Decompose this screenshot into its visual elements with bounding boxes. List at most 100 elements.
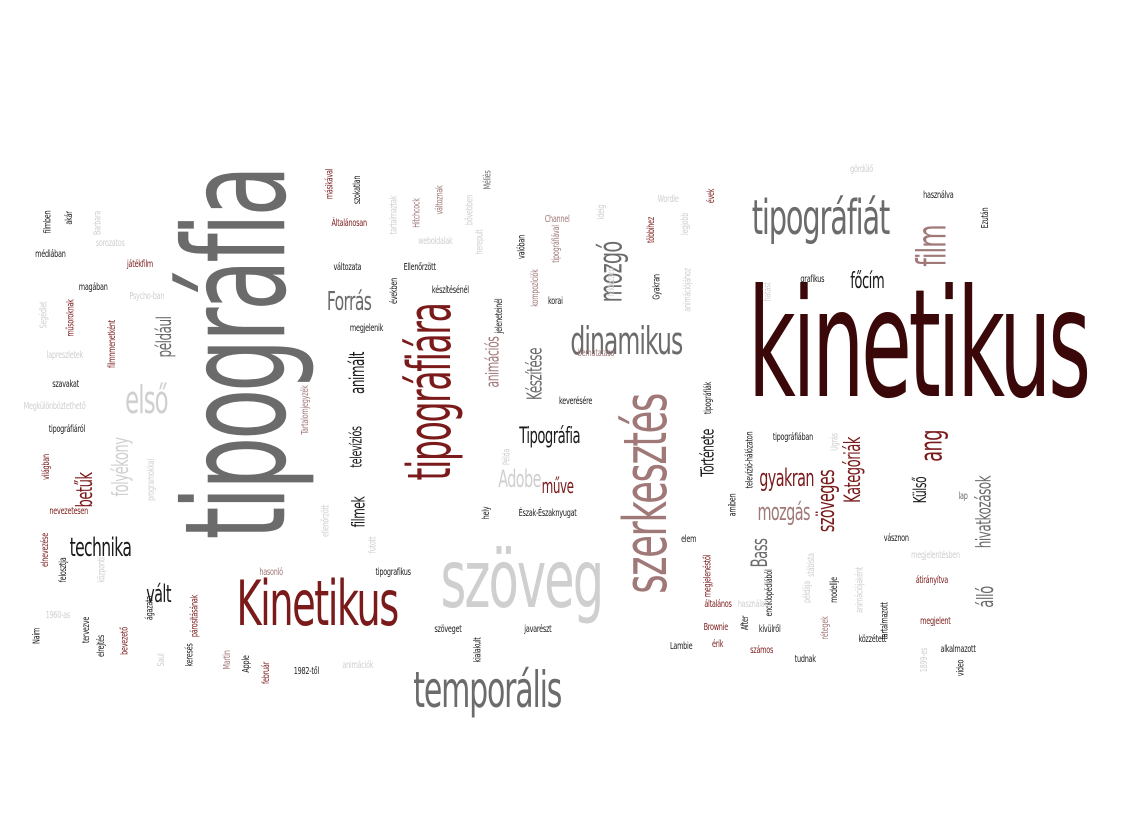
word-szerkesztes: szerkesztés: [610, 394, 681, 594]
word-alkalmazott: alkalmazott: [940, 644, 976, 655]
word-peldaja: példája: [802, 580, 813, 604]
word-elnevezese: elnevezése: [39, 533, 51, 567]
word-agazata: ágazata: [144, 595, 156, 621]
word-kompoziciok: kompozíciók: [529, 269, 541, 307]
word-tipografiak: tipográfiák: [702, 381, 714, 415]
word-tipografia-large: tipográfia: [155, 168, 319, 540]
word-felosztja: felosztja: [57, 557, 69, 583]
word-adobe: Adobe: [498, 465, 542, 493]
word-televizios: televíziós: [345, 426, 365, 468]
word-tipografikus: tipografikus: [375, 567, 411, 578]
word-saul: Saul: [156, 653, 167, 667]
word-hasonlo: hasonló: [259, 567, 283, 578]
word-kozponti: központi: [96, 557, 108, 583]
word-channel: Channel: [544, 214, 570, 225]
word-hasznalva: használva: [922, 190, 954, 201]
word-ugras: Ugrás: [830, 433, 841, 451]
word-megjelenik: megjelenik: [350, 323, 384, 334]
word-megjelenestol: megjelenéstől: [702, 554, 714, 598]
word-jeleneteinel: jeleneteinél: [493, 298, 505, 334]
word-bovebben: bővebben: [464, 194, 475, 226]
word-valtoznak: változnak: [434, 185, 445, 215]
word-hatast: hatást: [763, 282, 774, 302]
word-mediaban: médiában: [34, 249, 66, 260]
word-tartalmaztak: tartalmaztak: [389, 195, 400, 235]
word-apple: Apple: [241, 655, 252, 673]
word-video: video: [955, 659, 967, 677]
word-kinetikus-red: Kinetikus: [236, 567, 399, 640]
word-tortenete: Története: [697, 429, 719, 477]
word-akar: akár: [63, 211, 75, 225]
word-eszak-eszaknyugat: Észak-Északnyugat: [519, 508, 577, 519]
word-javareszt: javarészt: [524, 624, 552, 635]
word-ellenorzott: Ellenőrzött: [403, 262, 437, 273]
word-psycho-ban: Psycho-ban: [129, 291, 165, 302]
word-parositasanak: párosításának: [188, 594, 200, 638]
word-tipografiara: tipográfiára: [395, 303, 465, 481]
word-folyekony: folyékony: [109, 437, 134, 497]
word-lapreszletek: lapreszletek: [46, 350, 84, 361]
word-hivatkozasok: hivatkozások: [970, 475, 995, 549]
word-herepult: herepult: [473, 229, 485, 255]
word-evekben: években: [389, 277, 400, 305]
word-keszitese: Készítése: [521, 348, 546, 400]
word-megjelentesben: megjelentésben: [910, 550, 960, 561]
word-kialakult: kialakult: [472, 637, 483, 663]
word-elso: első: [124, 378, 168, 422]
word-nevezetesen: nevezetesen: [49, 506, 89, 517]
word-tipografiaban: tipográfiában: [772, 432, 814, 443]
word-gordulo: gördülő: [850, 164, 874, 175]
word-tipografiarol: tipográfiáról: [48, 424, 86, 435]
word-hitchcock: Hitchcock: [412, 198, 423, 228]
word-tobbihez: többihez: [646, 216, 657, 244]
word-vilagban: világban: [40, 454, 52, 480]
word-legjobb: legjobb: [679, 212, 691, 236]
word-1960-as: 1960-as: [45, 610, 71, 621]
word-retegek: rétegek: [819, 616, 831, 640]
word-film: film: [909, 225, 955, 267]
word-hely: hely: [481, 506, 492, 520]
word-animaciojahoz: animációjához: [681, 268, 693, 312]
word-megkulonboztetheto: Megkülönböztethető: [24, 401, 86, 412]
word-muve: műve: [542, 474, 574, 498]
word-atiranyitva: átirányítva: [915, 575, 949, 586]
word-valt: vált: [146, 580, 172, 608]
word-animaciok: animációk: [342, 660, 374, 671]
word-grafikus: grafikus: [800, 274, 824, 285]
word-tartalomjegyzek: Tartalomjegyzék: [300, 385, 311, 435]
word-stabista: stábista: [805, 553, 817, 577]
word-peldaul: például: [151, 316, 176, 358]
word-technika: technika: [69, 533, 131, 563]
word-lap: lap: [958, 491, 968, 502]
word-ang: ang: [914, 430, 949, 462]
word-forras: Forrás: [326, 287, 372, 317]
word-brownie: Brownie: [703, 622, 729, 633]
word-tervezve: tervezve: [81, 616, 92, 644]
word-pelda: Példa: [502, 448, 513, 466]
word-korai: korai: [547, 296, 563, 307]
word-weboldalak: weboldalak: [417, 236, 453, 247]
word-tudnak: tudnak: [794, 654, 816, 665]
word-animalt: animált: [345, 351, 369, 395]
word-ellenorzott-small: ellenőrzött: [321, 504, 332, 538]
word-hasznalata: használata: [737, 599, 771, 610]
word-szoveges: szöveges: [811, 469, 840, 533]
word-szoveg-large: szöveg: [440, 533, 604, 626]
word-1899-es: 1899-es: [919, 647, 930, 673]
word-barbara: Barbara: [92, 210, 104, 236]
word-szamos: számos: [750, 645, 774, 656]
word-masikaval: másikával: [323, 168, 335, 200]
word-focim: főcím: [850, 269, 884, 294]
word-bass: Bass: [747, 538, 773, 568]
word-animaciojakent: animációjaként: [853, 567, 865, 613]
word-allo: álló: [974, 586, 999, 608]
word-evek: évek: [705, 188, 717, 204]
word-altalanosan: Általánosan: [331, 218, 367, 229]
word-tipografiat: tipográfiát: [751, 190, 890, 246]
word-musoroknak: műsoroknak: [66, 299, 77, 337]
word-februar: február: [260, 661, 272, 685]
word-szavakat: szavakat: [52, 379, 80, 390]
word-1982-tol: 1982-től: [293, 666, 319, 677]
word-megjelent: megjelent: [919, 616, 951, 627]
